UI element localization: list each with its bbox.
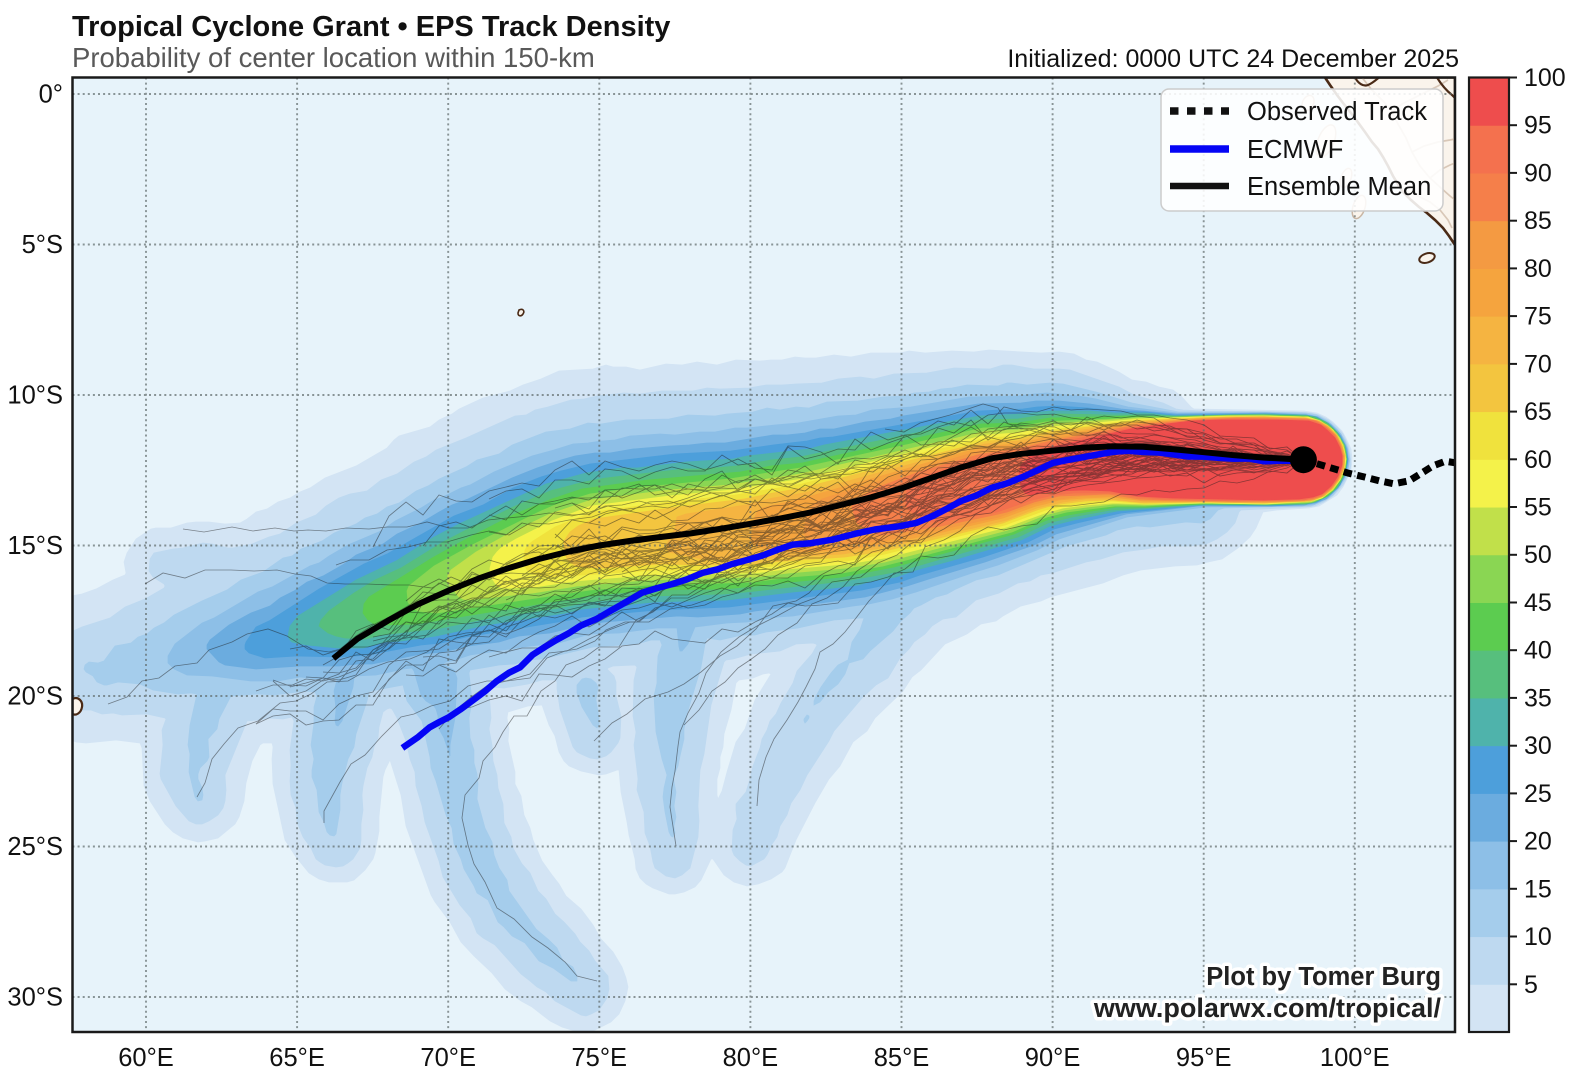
svg-text:55: 55	[1524, 494, 1552, 522]
svg-text:35: 35	[1524, 684, 1552, 712]
svg-text:95: 95	[1524, 112, 1552, 140]
svg-text:90°E: 90°E	[1025, 1044, 1081, 1072]
svg-text:25: 25	[1524, 780, 1552, 808]
svg-text:www.polarwx.com/tropical/: www.polarwx.com/tropical/	[1093, 993, 1442, 1023]
svg-text:25°S: 25°S	[7, 833, 63, 861]
svg-text:75°E: 75°E	[572, 1044, 628, 1072]
svg-text:65: 65	[1524, 398, 1552, 426]
svg-text:Probability of center location: Probability of center location within 15…	[72, 42, 595, 73]
svg-text:65°E: 65°E	[269, 1044, 325, 1072]
svg-text:95°E: 95°E	[1176, 1044, 1232, 1072]
svg-text:15: 15	[1524, 875, 1552, 903]
svg-text:40: 40	[1524, 637, 1552, 665]
svg-text:90: 90	[1524, 159, 1552, 187]
svg-text:80°E: 80°E	[723, 1044, 779, 1072]
svg-text:Initialized: 0000 UTC 24 Decem: Initialized: 0000 UTC 24 December 2025	[1007, 45, 1459, 73]
svg-text:70: 70	[1524, 350, 1552, 378]
svg-text:30°S: 30°S	[7, 984, 63, 1012]
svg-text:Tropical Cyclone Grant • EPS T: Tropical Cyclone Grant • EPS Track Densi…	[72, 11, 670, 43]
svg-text:60°E: 60°E	[118, 1044, 174, 1072]
svg-text:10°S: 10°S	[7, 382, 63, 410]
svg-text:10: 10	[1524, 923, 1552, 951]
svg-text:ECMWF: ECMWF	[1247, 136, 1343, 164]
svg-text:80: 80	[1524, 255, 1552, 283]
svg-text:0°: 0°	[39, 81, 63, 109]
svg-text:www.polarwx.com/tropical/: www.polarwx.com/tropical/	[1093, 993, 1442, 1023]
svg-text:Plot by Tomer Burg: Plot by Tomer Burg	[1206, 963, 1441, 991]
svg-text:5°S: 5°S	[22, 231, 63, 259]
svg-text:100°E: 100°E	[1320, 1044, 1390, 1072]
svg-text:60: 60	[1524, 446, 1552, 474]
svg-text:20°S: 20°S	[7, 683, 63, 711]
svg-text:Observed Track: Observed Track	[1247, 98, 1427, 126]
svg-text:5: 5	[1524, 971, 1538, 999]
svg-text:50: 50	[1524, 541, 1552, 569]
svg-text:Ensemble Mean: Ensemble Mean	[1247, 173, 1431, 201]
svg-text:100: 100	[1524, 64, 1566, 92]
svg-text:Plot by Tomer Burg: Plot by Tomer Burg	[1206, 963, 1441, 991]
svg-text:85°E: 85°E	[874, 1044, 930, 1072]
svg-text:85: 85	[1524, 207, 1552, 235]
svg-text:70°E: 70°E	[420, 1044, 476, 1072]
svg-text:20: 20	[1524, 828, 1552, 856]
svg-text:45: 45	[1524, 589, 1552, 617]
svg-text:30: 30	[1524, 732, 1552, 760]
svg-text:15°S: 15°S	[7, 532, 63, 560]
svg-text:75: 75	[1524, 303, 1552, 331]
